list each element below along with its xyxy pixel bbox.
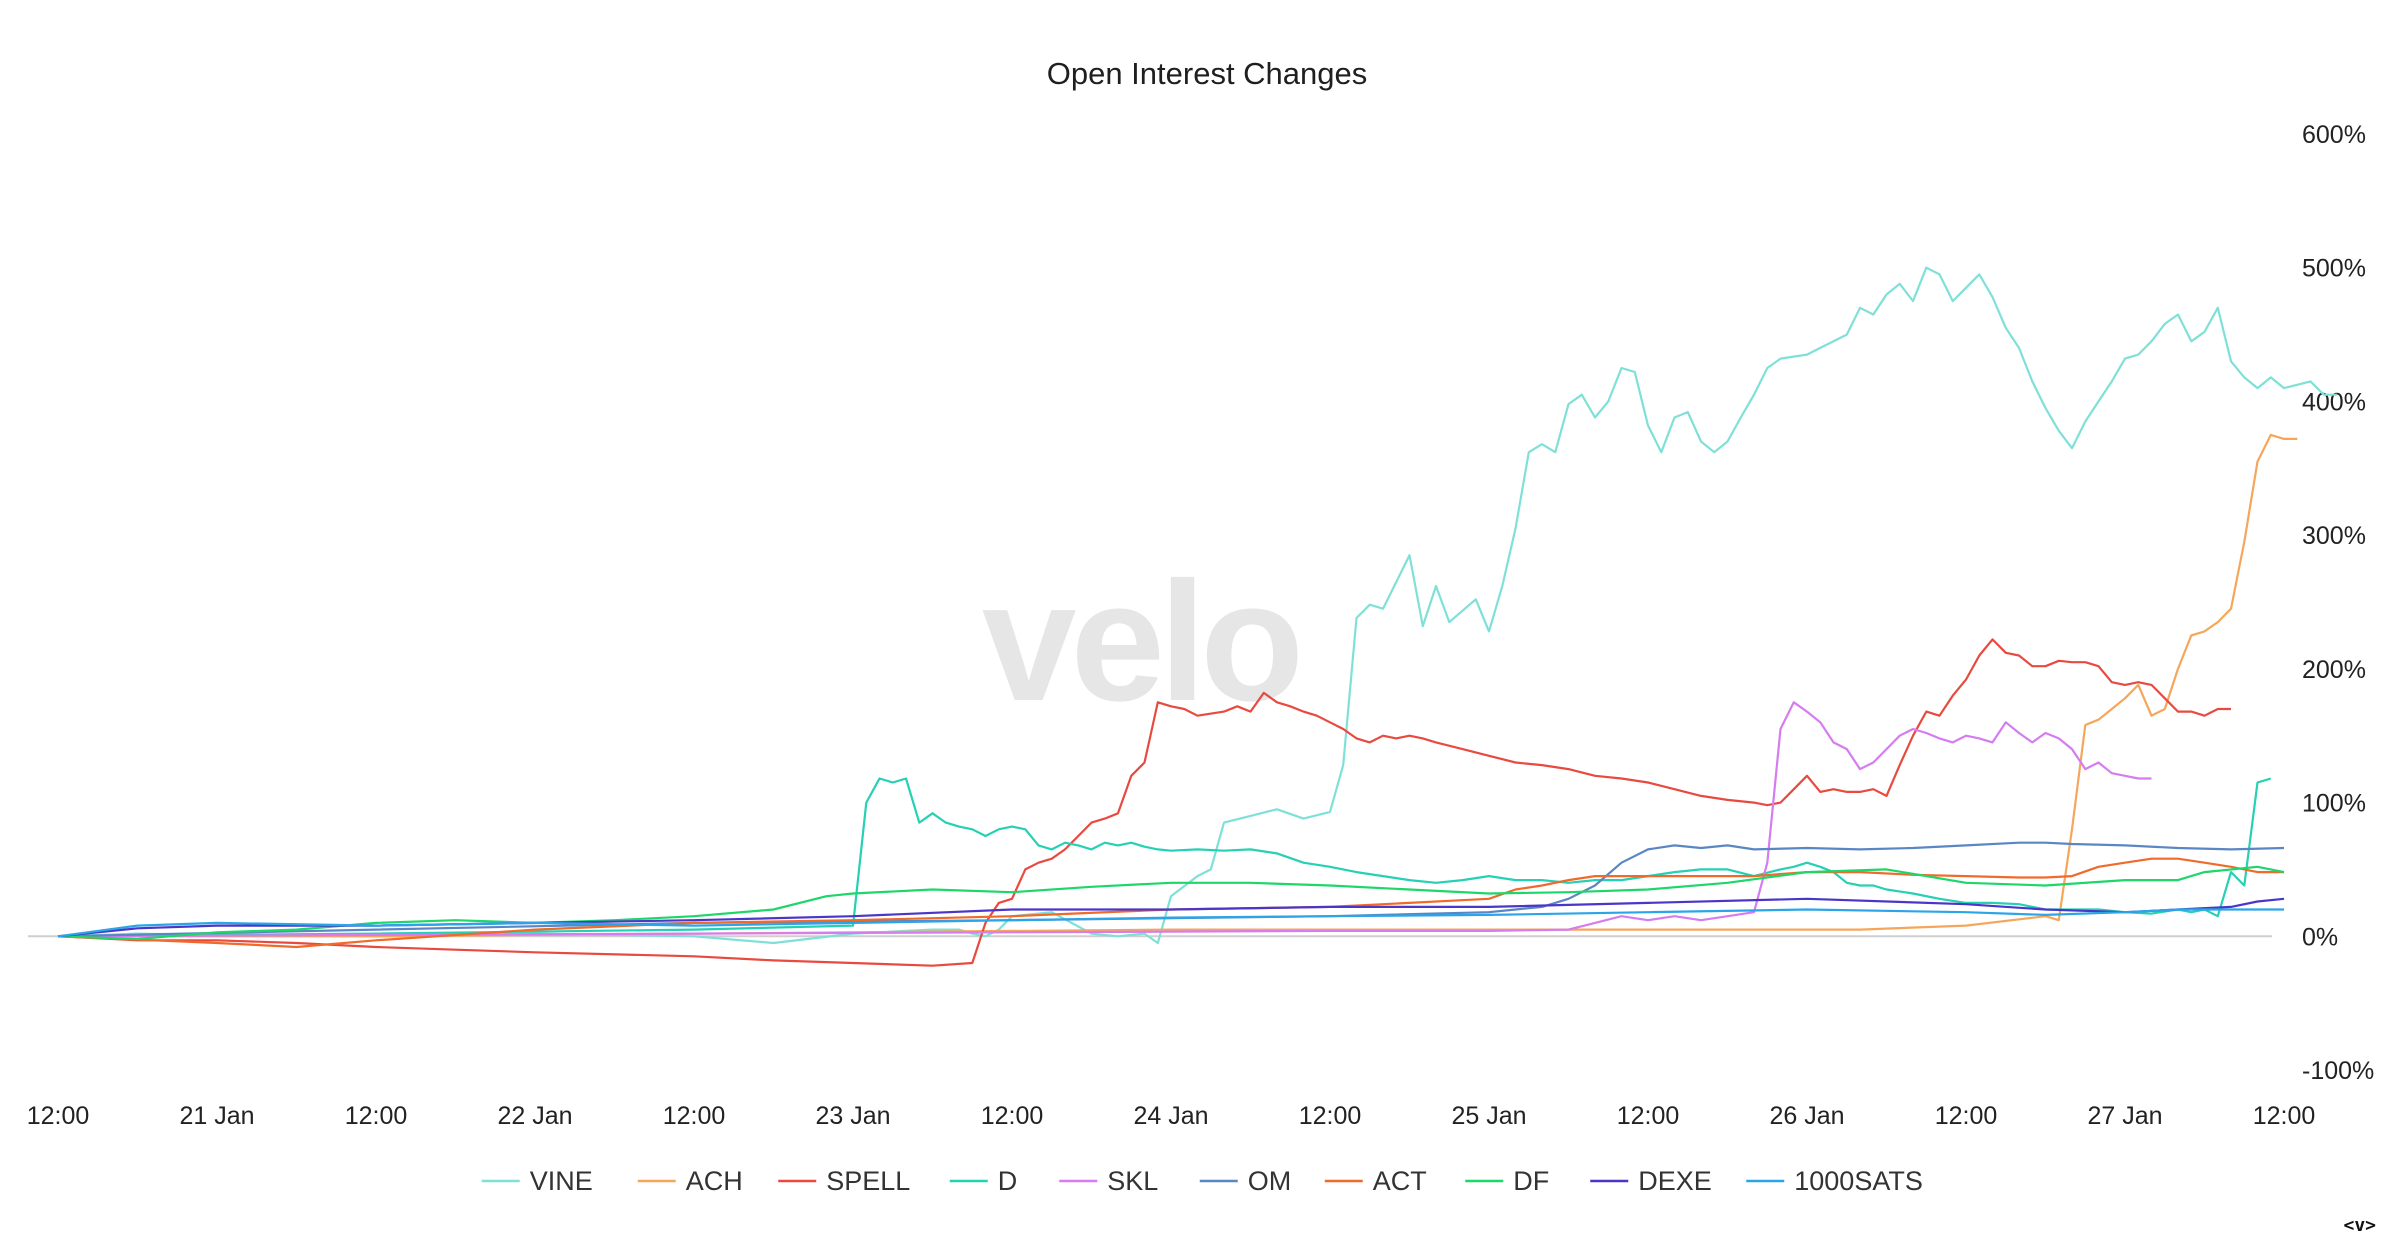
series-line-df [57,865,2285,941]
legend-label: 1000SATS [1794,1166,1923,1196]
legend-label: ACT [1373,1166,1427,1196]
series-line-ach [58,433,2298,938]
x-tick-label: 12:00 [2253,1102,2316,1130]
legend-label: OM [1248,1166,1292,1196]
x-tick-label: 12:00 [981,1102,1044,1130]
y-tick-label: 100% [2302,790,2366,818]
series-lines [57,266,2337,967]
y-tick-label: 400% [2302,388,2366,416]
x-tick-label: 26 Jan [1769,1102,1844,1130]
legend-item-1000sats[interactable]: 1000SATS [1746,1166,1923,1196]
legend-item-dexe[interactable]: DEXE [1590,1166,1712,1196]
series-line-1000sats [57,908,2284,938]
legend-item-df[interactable]: DF [1465,1166,1549,1196]
legend[interactable]: VINE ACH SPELL D SKL OM ACT DF DEXE 1000SATS [481,1166,1923,1196]
legend-item-om[interactable]: OM [1199,1166,1292,1196]
series-line-act [57,857,2284,949]
series-line-spell [57,638,2231,967]
legend-item-spell[interactable]: SPELL [778,1166,910,1196]
legend-item-skl[interactable]: SKL [1059,1166,1158,1196]
x-tick-label: 27 Jan [2087,1102,2162,1130]
x-tick-label: 12:00 [1935,1102,1998,1130]
legend-label: DEXE [1638,1166,1712,1196]
x-tick-label: 22 Jan [497,1102,572,1130]
legend-item-ach[interactable]: ACH [637,1166,743,1196]
collapse-toggle-icon[interactable]: <v> [2343,1215,2376,1236]
x-tick-label: 12:00 [663,1102,726,1130]
x-tick-label: 12:00 [1617,1102,1680,1130]
x-tick-label: 12:00 [27,1102,90,1130]
legend-label: DF [1513,1166,1549,1196]
legend-label: D [998,1166,1018,1196]
y-tick-label: 500% [2302,255,2366,283]
y-tick-label: 300% [2302,522,2366,550]
y-tick-label: 0% [2302,923,2338,951]
legend-label: SPELL [826,1166,910,1196]
x-tick-label: 23 Jan [815,1102,890,1130]
series-line-d [57,777,2272,938]
x-tick-label: 12:00 [1299,1102,1362,1130]
y-tick-label: -100% [2302,1057,2374,1085]
x-tick-label: 21 Jan [179,1102,254,1130]
x-tick-label: 25 Jan [1451,1102,1526,1130]
velo-watermark: velo [982,547,1298,737]
x-axis: 12:00 21 Jan 12:00 22 Jan 12:00 23 Jan 12:00 24… [27,1102,2316,1130]
legend-item-d[interactable]: D [949,1166,1018,1196]
y-tick-label: 200% [2302,656,2366,684]
legend-item-vine[interactable]: VINE [481,1166,593,1196]
chart-title: Open Interest Changes [1047,56,1368,91]
legend-item-act[interactable]: ACT [1324,1166,1427,1196]
x-tick-label: 24 Jan [1133,1102,1208,1130]
legend-label: VINE [530,1166,593,1196]
x-tick-label: 12:00 [345,1102,408,1130]
legend-label: ACH [686,1166,743,1196]
series-line-skl [57,701,2152,938]
y-axis: 600% 500% 400% 300% 200% 100% 0% -100% [2302,121,2374,1085]
series-line-vine [57,266,2337,945]
legend-label: SKL [1107,1166,1158,1196]
y-tick-label: 600% [2302,121,2366,149]
